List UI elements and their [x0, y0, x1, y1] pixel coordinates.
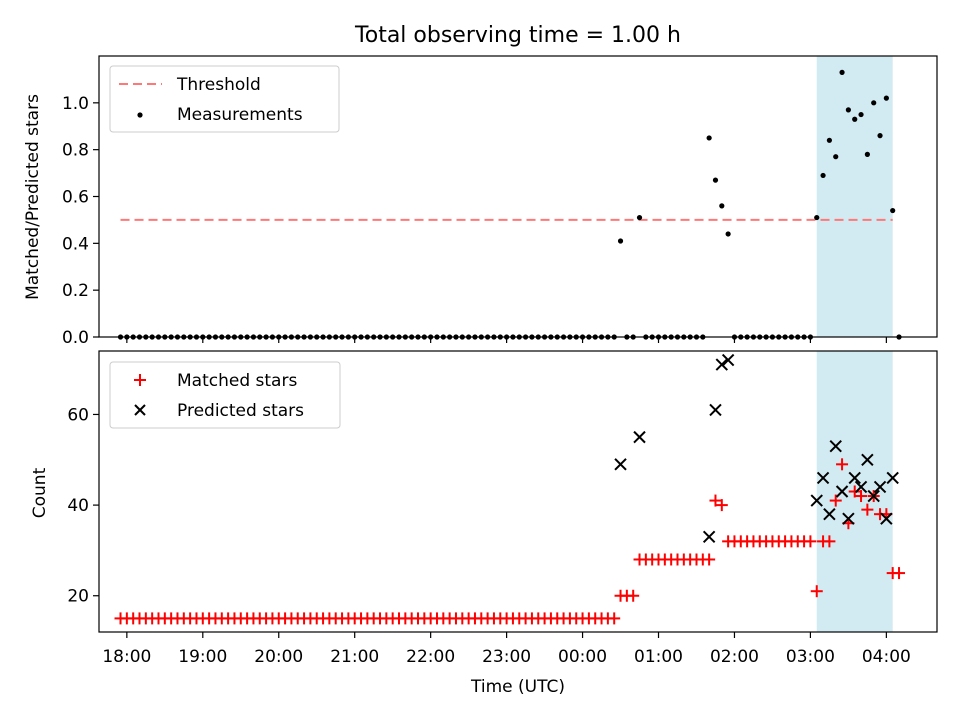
predicted-star-point: [702, 530, 716, 544]
predicted-star-point: [873, 480, 887, 494]
predicted-star-point: [848, 471, 861, 485]
x-tick-label: 18:00: [102, 647, 151, 667]
matched-star-point: [608, 612, 621, 625]
top-panel: 0.0 0.2 0.4 0.6 0.8 1.0 Matched/Predicted sta…: [23, 55, 938, 348]
top-y-axis-label: Matched/Predicted stars: [23, 94, 43, 300]
predicted-star-point: [816, 471, 830, 485]
predicted-star-point: [721, 353, 735, 367]
measurement-point: [864, 151, 870, 157]
measurement-point: [871, 100, 877, 106]
predicted-star-point: [880, 512, 893, 525]
predicted-star-point: [709, 403, 722, 417]
y-tick-label: 0.0: [62, 328, 89, 348]
predicted-star-point: [842, 512, 855, 525]
legend-measurements-swatch: [137, 112, 143, 118]
predicted-star-point: [633, 430, 646, 444]
measurement-point: [852, 116, 858, 122]
legend-threshold-label: Threshold: [176, 75, 261, 95]
top-x-ticks: [126, 337, 887, 343]
measurement-point: [712, 177, 719, 183]
predicted-star-point: [854, 480, 868, 494]
measurement-point: [820, 172, 826, 179]
measurement-point: [877, 133, 883, 139]
x-tick-label: 04:00: [862, 647, 911, 667]
top-legend: Threshold Measurements: [109, 65, 340, 133]
measurement-point: [890, 207, 896, 214]
predicted-star-point: [835, 485, 849, 498]
matched-star-point: [861, 503, 874, 516]
highlight-span: [816, 56, 893, 337]
predicted-star-point: [829, 439, 842, 453]
x-axis-label: Time (UTC): [470, 677, 565, 697]
measurement-point: [883, 95, 889, 101]
x-tick-label: 22:00: [406, 647, 455, 667]
figure-title: Total observing time = 1.00 h: [354, 23, 681, 48]
y-tick-label: 0.2: [62, 281, 89, 301]
x-tick-label: 19:00: [178, 647, 227, 667]
bottom-points: [114, 353, 906, 625]
bottom-panel: 18:00 19:00 20:00 21:00 22:00 23:00 00:00 01:00…: [30, 350, 938, 667]
x-tick-label: 03:00: [786, 647, 835, 667]
y-tick-label: 0.4: [62, 234, 89, 254]
predicted-star-point: [867, 489, 880, 503]
x-tick-label: 21:00: [330, 647, 379, 667]
measurement-point: [826, 137, 833, 143]
measurement-point: [833, 154, 839, 160]
legend-predicted-swatch: [134, 404, 146, 416]
x-tick-label: 01:00: [634, 647, 683, 667]
legend-predicted-label: Predicted stars: [177, 401, 304, 421]
matched-star-point: [804, 535, 817, 548]
bottom-x-ticks: 18:00 19:00 20:00 21:00 22:00 23:00 00:00 01:00…: [102, 632, 911, 667]
y-tick-label: 0.8: [62, 141, 89, 161]
matched-star-point: [715, 499, 728, 512]
bottom-legend-box: [109, 361, 341, 429]
measurement-point: [719, 203, 725, 209]
bottom-legend: Matched stars Predicted stars: [109, 361, 341, 429]
predicted-star-point: [886, 471, 899, 485]
top-legend-box: [109, 65, 340, 133]
matched-star-point: [709, 494, 722, 507]
measurement-point: [636, 214, 643, 221]
x-tick-label: 02:00: [710, 647, 759, 667]
bottom-y-axis-label: Count: [30, 467, 50, 518]
predicted-star-point: [614, 458, 627, 471]
measurement-point: [858, 111, 864, 118]
measurement-point: [706, 135, 712, 141]
y-tick-label: 20: [67, 587, 89, 607]
x-tick-label: 20:00: [254, 647, 303, 667]
measurement-point: [725, 231, 731, 237]
legend-matched-swatch: [134, 374, 146, 386]
measurement-point: [814, 214, 820, 221]
matched-star-point: [810, 585, 823, 598]
measurement-point: [845, 107, 851, 113]
top-y-ticks: 0.0 0.2 0.4 0.6 0.8 1.0: [62, 94, 99, 348]
measurement-point: [617, 238, 624, 244]
matched-star-point: [855, 490, 868, 503]
bottom-y-ticks: 20 40 60: [67, 405, 99, 607]
matched-star-point: [848, 485, 861, 498]
predicted-star-point: [715, 358, 729, 371]
x-tick-label: 23:00: [482, 647, 531, 667]
matched-star-point: [627, 589, 640, 602]
matched-star-point: [703, 553, 716, 566]
predicted-star-point: [861, 453, 874, 466]
legend-measurements-label: Measurements: [177, 105, 303, 125]
y-tick-label: 1.0: [62, 94, 89, 114]
matched-star-point: [836, 458, 849, 471]
x-tick-label: 00:00: [558, 647, 607, 667]
bottom-axes-frame: [98, 350, 938, 633]
legend-matched-label: Matched stars: [177, 371, 297, 391]
top-highlight: [816, 56, 893, 337]
predicted-star-point: [823, 507, 836, 521]
predicted-star-point: [810, 494, 823, 507]
y-tick-label: 0.6: [62, 188, 89, 208]
measurement-point: [839, 69, 845, 75]
y-tick-label: 60: [67, 405, 89, 425]
matched-star-point: [823, 535, 836, 548]
matched-star-point: [829, 494, 842, 507]
y-tick-label: 40: [67, 496, 89, 516]
matched-star-point: [893, 567, 906, 580]
